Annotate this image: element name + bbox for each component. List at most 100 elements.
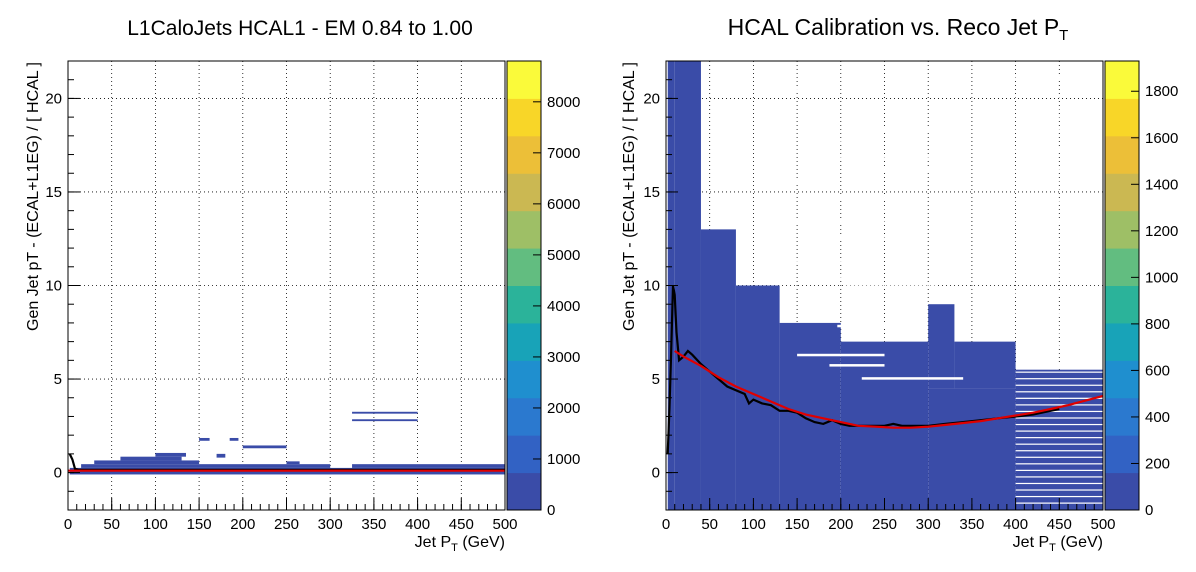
right-colorbar-band bbox=[1105, 61, 1139, 99]
right-heatmap-gap bbox=[1015, 286, 1103, 288]
right-heatmap-gap bbox=[1015, 463, 1103, 465]
right-heatmap-gap bbox=[1015, 260, 1103, 262]
right-heatmap-gap bbox=[1015, 325, 1103, 327]
right-heatmap-gap bbox=[844, 118, 885, 121]
right-colorbar-tick-label: 1800 bbox=[1145, 83, 1178, 100]
right-series-lines bbox=[666, 285, 1104, 454]
right-x-tick-label: 500 bbox=[1090, 516, 1115, 533]
right-heatmap-gap bbox=[1015, 365, 1103, 367]
right-x-axis-label-main: Jet P bbox=[1013, 534, 1049, 551]
right-heatmap-gap bbox=[1015, 482, 1103, 485]
left-colorbar-tick-label: 6000 bbox=[547, 196, 580, 213]
left-heatmap-cell bbox=[155, 452, 186, 457]
left-colorbar-tick-label: 0 bbox=[547, 502, 555, 519]
right-heatmap-cell bbox=[954, 341, 1016, 389]
right-heatmap-gap bbox=[1015, 162, 1103, 164]
right-heatmap-gap bbox=[845, 285, 937, 288]
right-heatmap-gap bbox=[877, 298, 937, 302]
right-heatmap-gap bbox=[1015, 266, 1103, 268]
left-y-tick-label: 15 bbox=[45, 184, 62, 201]
right-colorbar-tick-label: 1000 bbox=[1145, 269, 1178, 286]
left-colorbar-tick-label: 3000 bbox=[547, 349, 580, 366]
right-chart-title-main: HCAL Calibration vs. Reco Jet P bbox=[728, 14, 1060, 40]
right-heatmap-gap bbox=[1015, 319, 1103, 321]
left-heatmap-cell bbox=[216, 453, 226, 458]
right-heatmap-gap bbox=[1015, 220, 1103, 223]
right-heatmap-gap bbox=[1015, 181, 1103, 183]
right-heatmap-cell bbox=[928, 388, 1016, 510]
right-colorbar-tick-label: 1200 bbox=[1145, 223, 1178, 240]
right-heatmap-gap bbox=[1015, 109, 1103, 111]
right-heatmap-gap bbox=[837, 324, 911, 328]
left-x-axis-label: Jet PT (GeV) bbox=[415, 534, 505, 554]
right-heatmap-gap bbox=[1015, 207, 1103, 210]
right-heatmap-gap bbox=[1015, 83, 1103, 85]
left-heatmap-cell bbox=[199, 437, 210, 441]
right-heatmap-gap bbox=[1015, 234, 1103, 236]
right-heatmap-gap bbox=[1015, 495, 1103, 498]
left-colorbar: 0 1000 2000 3000 4000 5000 6000 7000 8000 bbox=[506, 60, 580, 519]
right-colorbar-band bbox=[1105, 98, 1139, 137]
right-x-tick-label: 350 bbox=[959, 516, 984, 533]
right-colorbar-band bbox=[1105, 248, 1139, 286]
right-x-axis-label-unit: (GeV) bbox=[1056, 534, 1103, 551]
left-x-tick-label: 400 bbox=[405, 516, 430, 533]
right-heatmap-gap bbox=[1015, 122, 1103, 124]
right-colorbar-band bbox=[1105, 210, 1139, 249]
left-x-tick-label: 0 bbox=[64, 516, 72, 533]
right-heatmap-gap bbox=[1015, 306, 1103, 308]
right-chart-title-subscript: T bbox=[1059, 27, 1068, 44]
right-heatmap-gap bbox=[1015, 489, 1103, 491]
right-x-tick-label: 200 bbox=[828, 516, 853, 533]
right-x-tick-label: 400 bbox=[1003, 516, 1028, 533]
right-heatmap-gap bbox=[1015, 345, 1103, 347]
right-colorbar-tick-label: 600 bbox=[1145, 362, 1170, 379]
right-heatmap-gap bbox=[1015, 437, 1103, 439]
right-y-tick-label: 10 bbox=[643, 278, 660, 295]
right-heatmap-gap bbox=[1015, 168, 1103, 170]
left-histogram-panel: L1CaloJets HCAL1 - EM 0.84 to 1.00 Gen J… bbox=[25, 17, 580, 554]
right-chart-title: HCAL Calibration vs. Reco Jet PT bbox=[728, 14, 1069, 44]
left-colorbar-band bbox=[507, 173, 541, 212]
left-colorbar-band bbox=[507, 322, 541, 361]
right-heatmap-gap bbox=[1015, 70, 1103, 72]
left-colorbar-band bbox=[507, 285, 541, 324]
right-heatmap-gap bbox=[836, 157, 937, 160]
right-heatmap-gap bbox=[1015, 404, 1103, 406]
left-colorbar-band bbox=[507, 248, 541, 286]
right-x-axis-label-subscript: T bbox=[1049, 542, 1056, 554]
right-x-tick-label: 250 bbox=[872, 516, 897, 533]
right-x-axis-label: Jet PT (GeV) bbox=[1013, 534, 1103, 554]
left-colorbar-tick-label: 4000 bbox=[547, 298, 580, 315]
right-heatmap-gap bbox=[1015, 129, 1103, 131]
right-heatmap-gap bbox=[1015, 312, 1103, 314]
right-heatmap-gap bbox=[1015, 391, 1103, 393]
left-grid bbox=[68, 61, 505, 510]
right-heatmap-gap bbox=[1015, 96, 1103, 98]
right-heatmap-gap bbox=[1015, 240, 1103, 242]
right-y-tick-label: 5 bbox=[652, 371, 660, 388]
right-heatmap-gap bbox=[1015, 227, 1103, 229]
left-x-axis-label-main: Jet P bbox=[415, 534, 451, 551]
left-x-tick-label: 150 bbox=[187, 516, 212, 533]
left-colorbar-band bbox=[507, 98, 541, 137]
right-heatmap-gap bbox=[1015, 292, 1103, 295]
right-heatmap-gap bbox=[1015, 76, 1103, 79]
left-x-tick-label: 500 bbox=[492, 516, 517, 533]
right-heatmap-gap bbox=[1015, 332, 1103, 334]
right-heatmap-gap bbox=[1015, 476, 1103, 478]
right-heatmap-gap bbox=[1015, 371, 1103, 373]
right-colorbar-band bbox=[1105, 285, 1139, 324]
right-heatmap-gap bbox=[1015, 247, 1103, 249]
right-histogram-panel: HCAL Calibration vs. Reco Jet PT Gen Jet… bbox=[621, 14, 1178, 554]
left-colorbar-tick-label: 5000 bbox=[547, 247, 580, 264]
right-colorbar-band bbox=[1105, 322, 1139, 361]
right-colorbar-tick-label: 400 bbox=[1145, 409, 1170, 426]
right-colorbar-tick-label: 200 bbox=[1145, 455, 1170, 472]
left-colorbar-band bbox=[507, 135, 541, 174]
left-heatmap-cell bbox=[352, 411, 418, 414]
left-x-tick-label: 250 bbox=[274, 516, 299, 533]
right-x-tick-label: 100 bbox=[741, 516, 766, 533]
right-heatmap-gap bbox=[1015, 358, 1103, 360]
right-heatmap-gap bbox=[868, 167, 937, 171]
